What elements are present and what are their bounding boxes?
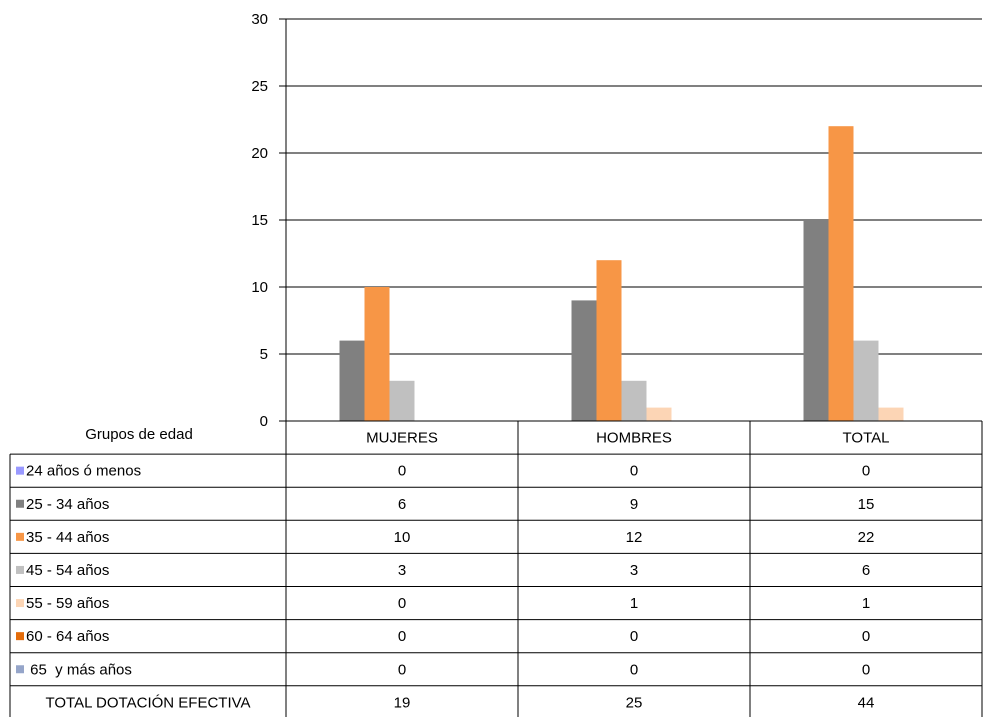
legend-key [16,565,24,574]
bar [828,126,854,421]
data-label: 10 [394,529,411,546]
y-tick-label: 25 [251,78,268,95]
data-label: 0 [398,628,406,645]
data-label: 12 [626,529,643,546]
legend-label: 55 - 59 años [26,595,109,612]
y-tick-label: 0 [260,413,268,430]
data-label: 0 [862,463,870,480]
legend-key [16,532,24,541]
total-value: 44 [858,694,875,711]
legend-key [16,466,24,475]
bar [364,287,390,421]
data-label: 1 [862,595,870,612]
table-header-label: Grupos de edad [85,426,193,443]
data-label: 1 [630,595,638,612]
bar [339,340,365,421]
y-tick-label: 15 [251,212,268,229]
y-tick-label: 30 [251,11,268,28]
data-label: 0 [398,595,406,612]
y-tick-label: 10 [251,279,268,296]
bar [621,380,647,421]
legend-key [16,499,24,508]
data-label: 3 [398,562,406,579]
data-label: 3 [630,562,638,579]
legend-key [16,665,24,674]
x-tick-label: HOMBRES [596,430,672,447]
data-label: 22 [858,529,875,546]
data-label: 6 [862,562,870,579]
bar [853,340,879,421]
total-value: 19 [394,694,411,711]
data-label: 6 [398,496,406,513]
total-row-label: TOTAL DOTACIÓN EFECTIVA [45,694,250,711]
data-label: 15 [858,496,875,513]
legend-key [16,599,24,608]
data-label: 0 [630,463,638,480]
legend-key [16,632,24,641]
data-label: 0 [630,661,638,678]
data-label: 0 [862,661,870,678]
legend-label: 45 - 54 años [26,562,109,579]
total-value: 25 [626,694,643,711]
bar [803,220,829,421]
bar [646,407,672,421]
legend-label: 35 - 44 años [26,529,109,546]
x-tick-label: TOTAL [843,430,890,447]
bar [596,260,622,421]
legend-label: 60 - 64 años [26,628,109,645]
data-label: 0 [630,628,638,645]
x-tick-label: MUJERES [366,430,438,447]
legend-label: 25 - 34 años [26,496,109,513]
data-label: 0 [398,463,406,480]
y-tick-label: 5 [260,346,268,363]
legend-label: 24 años ó menos [26,463,141,480]
legend-label: 65 y más años [26,661,132,678]
data-label: 9 [630,496,638,513]
y-tick-label: 20 [251,145,268,162]
bar [389,380,415,421]
data-label: 0 [862,628,870,645]
bar [571,300,597,421]
data-label: 0 [398,661,406,678]
bar [878,407,904,421]
